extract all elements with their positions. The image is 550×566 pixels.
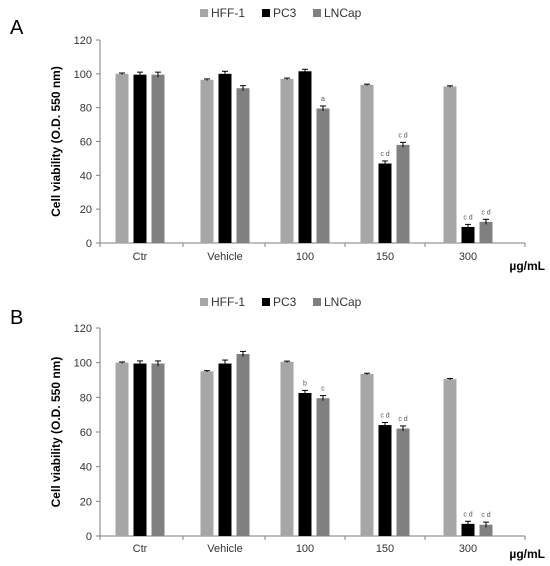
panel-a-bar-pc3-ctr (133, 74, 147, 243)
panel-a-ytick-label-80: 80 (80, 103, 92, 115)
panel-a-bar-pc3-150 (378, 163, 392, 243)
panel-b-legend-swatch-pc3 (262, 298, 270, 306)
panel-a-bar-lncap-300 (479, 221, 493, 243)
panel-b-bar-lncap-ctr (151, 363, 165, 536)
panel-a-ytick-label-60: 60 (80, 137, 92, 149)
panel-b-legend-label-lncap: LNCap (324, 295, 362, 309)
panel-a-legend-swatch-lncap (313, 9, 321, 17)
panel-b-annotation-lncap-300: c d (481, 512, 490, 519)
panel-a-category-300: 300 (459, 251, 477, 263)
panel-a-bar-hff-1-ctr (115, 73, 129, 243)
panel-a-ytick-label-120: 120 (74, 35, 92, 47)
panel-b-legend-swatch-hff-1 (200, 298, 208, 306)
panel-b-legend-label-pc3: PC3 (273, 295, 297, 309)
panel-b-ytick-label-100: 100 (74, 358, 92, 370)
panel-b-annotation-pc3-150: c d (380, 412, 389, 419)
panel-b-bar-pc3-vehicle (218, 363, 232, 536)
panel-a-annotation-lncap-100: a (321, 96, 325, 103)
panel-a-unit-label: µg/mL (509, 259, 545, 273)
panel-b-category-100: 100 (296, 543, 314, 555)
panel-b-category-ctr: Ctr (133, 543, 148, 555)
panel-a-bar-hff-1-100 (280, 78, 294, 244)
panel-a-ylabel: Cell viability (O.D. 550 nm) (49, 66, 63, 217)
panel-a-bar-lncap-vehicle (236, 88, 250, 244)
panel-a-bar-pc3-300 (461, 226, 475, 243)
panel-a-chart: A HFF-1 PC3 LNCap Cell viability (O.D. 550 n… (10, 6, 545, 273)
panel-b-ytick-label-80: 80 (80, 392, 92, 404)
panel-b-legend-label-hff-1: HFF-1 (211, 295, 245, 309)
panel-b-annotation-pc3-100: b (303, 380, 307, 387)
panel-b-ylabel: Cell viability (O.D. 550 nm) (49, 357, 63, 508)
panel-a-ytick-label-100: 100 (74, 69, 92, 81)
panel-a-bar-pc3-vehicle (218, 73, 232, 243)
panel-b-bar-pc3-150 (378, 425, 392, 536)
panel-a-category-150: 150 (376, 251, 394, 263)
panel-b-annotation-pc3-300: c d (463, 511, 472, 518)
panel-a-category-100: 100 (296, 251, 314, 263)
panel-b-letter: B (10, 307, 23, 329)
panel-a-bar-hff-1-vehicle (200, 79, 214, 243)
panel-b-annotation-lncap-100: c (321, 386, 325, 393)
panel-b-ytick-label-60: 60 (80, 427, 92, 439)
panel-b-ytick-label-20: 20 (80, 496, 92, 508)
panel-a-legend-label-pc3: PC3 (273, 6, 297, 20)
panel-b-bar-hff-1-ctr (115, 362, 129, 536)
panel-b-bar-pc3-300 (461, 523, 475, 536)
panel-a-annotation-pc3-300: c d (463, 214, 472, 221)
panel-b-ytick-label-0: 0 (86, 531, 92, 543)
panel-b-bar-lncap-vehicle (236, 354, 250, 536)
panel-b-bar-pc3-ctr (133, 363, 147, 536)
panel-a-bar-lncap-150 (396, 144, 410, 243)
panel-b-legend-swatch-lncap (313, 298, 321, 306)
panel-a-annotation-pc3-150: c d (380, 151, 389, 158)
panel-a-bar-pc3-100 (298, 71, 312, 243)
panel-b-bar-lncap-150 (396, 428, 410, 536)
panel-b-unit-label: µg/mL (509, 547, 545, 561)
panel-a-legend-swatch-pc3 (262, 9, 270, 17)
panel-b-bar-lncap-100 (316, 398, 330, 536)
panel-a-bar-hff-1-150 (360, 84, 374, 244)
panel-a-category-vehicle: Vehicle (207, 251, 242, 263)
panel-a-bar-hff-1-300 (443, 86, 457, 243)
panel-b-bar-hff-1-150 (360, 373, 374, 536)
panel-a-bar-lncap-100 (316, 108, 330, 243)
panel-a-legend-label-hff-1: HFF-1 (211, 6, 245, 20)
panel-a-legend-label-lncap: LNCap (324, 6, 362, 20)
panel-b-category-300: 300 (459, 543, 477, 555)
panel-b-bar-hff-1-300 (443, 379, 457, 536)
panel-b-annotation-lncap-150: c d (398, 416, 407, 423)
panel-b-category-150: 150 (376, 543, 394, 555)
panel-a-legend-swatch-hff-1 (200, 9, 208, 17)
panel-b-bar-hff-1-vehicle (200, 371, 214, 536)
panel-a-annotation-lncap-150: c d (398, 132, 407, 139)
panel-b-chart: B HFF-1 PC3 LNCap Cell viability (O.D. 550 n… (10, 295, 545, 561)
panel-b-bar-lncap-300 (479, 524, 493, 536)
panel-a-ytick-label-20: 20 (80, 204, 92, 216)
panel-a-letter: A (10, 17, 24, 39)
panel-a-bar-lncap-ctr (151, 74, 165, 243)
panel-b-category-vehicle: Vehicle (207, 543, 242, 555)
panel-a-ytick-label-0: 0 (86, 238, 92, 250)
panel-b-ytick-label-120: 120 (74, 323, 92, 335)
panel-a-ytick-label-40: 40 (80, 170, 92, 182)
panel-b-bar-hff-1-100 (280, 361, 294, 536)
panel-b-ytick-label-40: 40 (80, 462, 92, 474)
panel-b-bar-pc3-100 (298, 393, 312, 536)
panel-a-category-ctr: Ctr (133, 251, 148, 263)
panel-a-annotation-lncap-300: c d (481, 209, 490, 216)
